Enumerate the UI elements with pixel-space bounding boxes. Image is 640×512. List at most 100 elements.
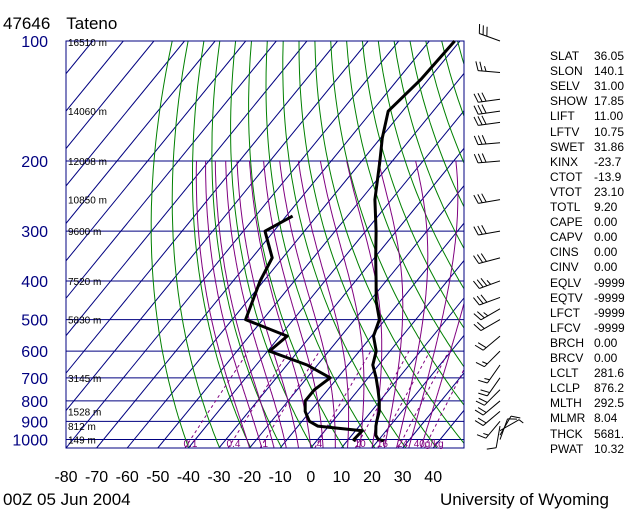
pressure-tick-label-100: 100 xyxy=(21,34,48,51)
index-key: CINS xyxy=(550,245,579,260)
isotherm-line--130 xyxy=(66,41,247,262)
wind-barb-full xyxy=(480,278,488,287)
wind-barb xyxy=(475,350,501,368)
wind-barb-full xyxy=(473,116,479,126)
wind-barb xyxy=(474,400,501,416)
index-row-lclp: LCLP 876.2 xyxy=(550,381,640,397)
index-value: 0.00 xyxy=(594,245,618,260)
dry-adiabat-240 xyxy=(171,41,221,448)
wind-barb-staff xyxy=(482,335,501,351)
wind-barb-full xyxy=(477,116,483,126)
index-row-slat: SLAT 36.05 xyxy=(550,49,640,65)
dry-adiabat-280 xyxy=(248,41,345,448)
isotherm-line--20 xyxy=(249,184,464,448)
index-row-vtot: VTOT 23.10 xyxy=(550,185,640,201)
index-row-cinv: CINV 0.00 xyxy=(550,260,640,276)
isotherm-line--150 xyxy=(66,41,185,187)
index-value: 31.86 xyxy=(594,139,625,154)
index-row-pwat: PWAT 10.32 xyxy=(550,442,640,458)
wind-barb-full xyxy=(473,105,479,115)
wind-barb-full xyxy=(473,255,480,264)
wind-barb-full xyxy=(477,153,483,163)
index-key: EQTV xyxy=(550,290,583,305)
index-value: 0.00 xyxy=(594,260,618,275)
mixing-ratio-label-10: 10 xyxy=(355,439,367,450)
wind-barb-full xyxy=(481,115,487,125)
mixing-ratio-label-24: 24 xyxy=(397,439,409,450)
wind-barb xyxy=(499,419,524,432)
wind-barb-half xyxy=(518,419,524,424)
index-value: 0.00 xyxy=(594,351,618,365)
wind-barb xyxy=(473,253,501,265)
index-key: EQLV xyxy=(550,275,582,290)
wind-barb-full xyxy=(481,104,487,114)
isotherm-line-0 xyxy=(310,259,464,448)
wind-barb xyxy=(473,319,501,332)
index-value: 0.00 xyxy=(594,230,618,245)
height-label-150: 14060 m xyxy=(68,107,107,118)
isotherm-line--10 xyxy=(279,222,464,448)
temperature-tick-label--40: -40 xyxy=(177,469,200,486)
index-row-totl: TOTL 9.20 xyxy=(550,200,640,216)
wind-barb-full xyxy=(478,379,488,384)
mixing-ratio-label-0.1: 0.1 xyxy=(184,439,198,450)
index-row-mlth: MLTH 292.5 xyxy=(550,396,640,412)
index-key: CAPV xyxy=(550,230,583,245)
wind-barb-full xyxy=(473,135,479,145)
mixing-ratio-line-4 xyxy=(314,350,372,448)
temperature-tick-label-40: 40 xyxy=(424,469,442,486)
dry-adiabat-370 xyxy=(393,41,464,250)
wind-barb-staff xyxy=(495,425,501,448)
wind-barb-full xyxy=(481,92,487,102)
temperature-tick-label-10: 10 xyxy=(333,469,351,486)
index-value: 23.10 xyxy=(594,184,625,199)
temperature-tick-label-0: 0 xyxy=(306,469,315,486)
height-label-300: 9600 m xyxy=(68,227,101,238)
index-value: 31.00 xyxy=(594,79,625,94)
index-row-show: SHOW 17.85 xyxy=(550,94,640,110)
index-value: 9.20 xyxy=(594,200,618,214)
isotherm-line--110 xyxy=(66,41,308,337)
index-row-slon: SLON 140.1 xyxy=(550,64,640,80)
moist-adiabat-16 xyxy=(319,160,365,448)
wind-barb-full xyxy=(476,321,485,329)
index-row-brcv: BRCV 0.00 xyxy=(550,351,640,367)
wind-barb-full xyxy=(481,225,487,234)
index-row-ctot: CTOT -13.9 xyxy=(550,170,640,186)
pressure-tick-label-400: 400 xyxy=(21,274,48,291)
wind-barb xyxy=(474,335,501,351)
wind-barb-full xyxy=(480,389,490,394)
index-key: KINX xyxy=(550,154,579,169)
height-label-100: 16510 m xyxy=(68,38,107,49)
pressure-tick-label-700: 700 xyxy=(21,371,48,388)
wind-barb-full xyxy=(480,253,487,262)
index-value: 5681. xyxy=(594,426,625,441)
index-key: LCLT xyxy=(550,366,579,381)
dry-adiabat-320 xyxy=(314,41,464,445)
temperature-tick-label-20: 20 xyxy=(363,469,381,486)
index-value: -13.9 xyxy=(594,169,622,184)
wind-barb-full xyxy=(477,93,483,102)
moist-adiabat--4 xyxy=(236,160,300,448)
index-row-lift: LIFT 11.00 xyxy=(550,109,640,125)
dry-adiabat-270 xyxy=(230,41,314,448)
wind-barbs-column xyxy=(473,23,524,450)
index-row-capv: CAPV 0.00 xyxy=(550,230,640,246)
dry-adiabat-230 xyxy=(150,41,190,448)
pressure-tick-label-800: 800 xyxy=(21,394,48,411)
wind-barb xyxy=(473,115,501,126)
moist-adiabat--12 xyxy=(214,160,275,448)
wind-barb-full xyxy=(473,194,479,204)
height-label-400: 7520 m xyxy=(68,277,101,288)
wind-barb-full xyxy=(478,392,488,397)
mixing-ratio-line-16 xyxy=(377,350,431,448)
index-row-cape: CAPE 0.00 xyxy=(550,215,640,231)
index-row-eqtv: EQTV -9999 xyxy=(550,291,640,307)
index-value: 0.00 xyxy=(594,215,618,230)
wind-barb xyxy=(473,225,501,236)
wind-barb-full xyxy=(480,294,488,303)
isotherm-line--100 xyxy=(66,41,338,374)
wind-barb-full xyxy=(477,407,487,413)
index-value: 140.1 xyxy=(594,64,625,79)
wind-barb xyxy=(476,420,501,439)
